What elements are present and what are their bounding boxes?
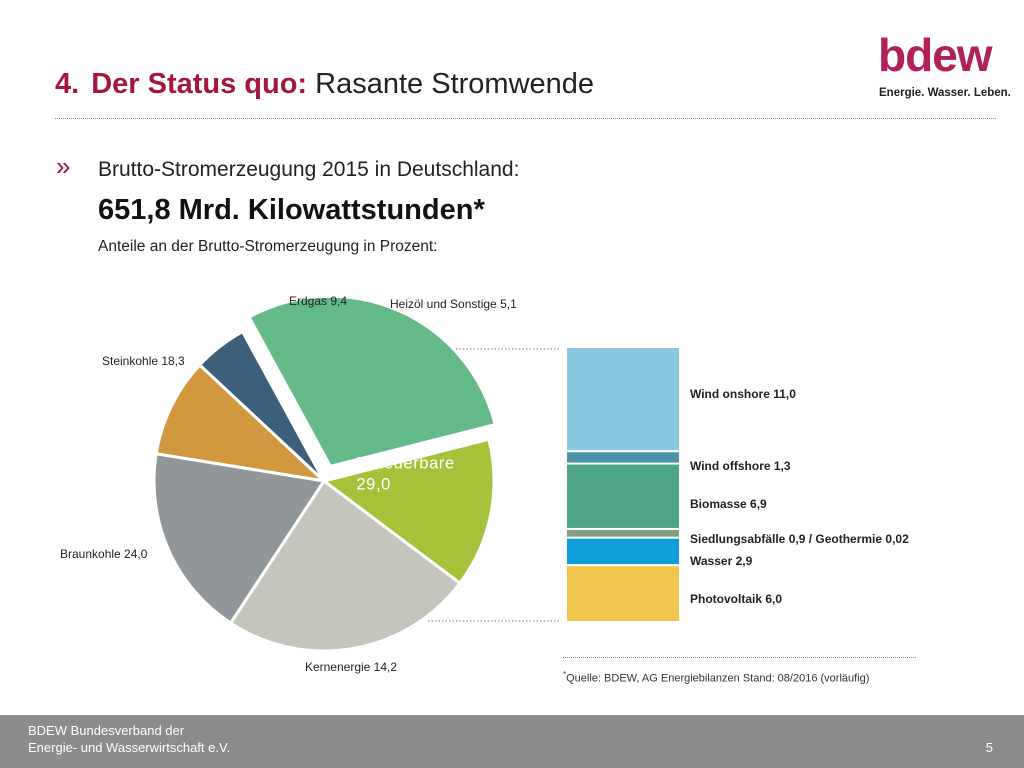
footer: BDEW Bundesverband der Energie- und Wass…	[0, 715, 1024, 768]
slice-label-heizoel-und-sonstige: Heizöl und Sonstige 5,1	[390, 297, 517, 311]
page-number: 5	[985, 740, 993, 755]
logo-wordmark: bdew	[878, 29, 993, 81]
footer-org-line2: Energie- und Wasserwirtschaft e.V.	[28, 740, 231, 755]
slice-label-erneuerbare: Erneuerbare	[356, 454, 454, 472]
pie-slice-braunkohle	[228, 478, 463, 653]
page-title: 4. Der Status quo: Rasante Stromwende	[55, 68, 594, 101]
bar-segment-siedlungsabfaelle-geothermie	[567, 529, 679, 537]
slice-value-erneuerbare: 29,0	[356, 475, 391, 493]
pie-slice-erneuerbare	[246, 294, 498, 469]
headline-total: 651,8 Mrd. Kilowattstunden*	[98, 194, 485, 226]
bar-label-siedlungsabfaelle-geothermie: Siedlungsabfälle 0,9 / Geothermie 0,02	[690, 532, 909, 546]
bdew-logo: bdew Energie. Wasser. Leben.	[878, 29, 1011, 102]
bar-label-wind-offshore: Wind offshore 1,3	[690, 459, 791, 473]
bar-label-wasser: Wasser 2,9	[690, 554, 753, 568]
section-number: 4.	[55, 68, 80, 100]
bar-label-wind-onshore: Wind onshore 11,0	[690, 387, 796, 401]
source-note: *Quelle: BDEW, AG Energiebilanzen Stand:…	[563, 670, 869, 685]
source-divider	[563, 657, 916, 658]
source-text: Quelle: BDEW, AG Energiebilanzen Stand: …	[566, 672, 870, 685]
bullet-text: Brutto-Stromerzeugung 2015 in Deutschlan…	[98, 158, 520, 181]
chart-subtitle: Anteile an der Brutto-Stromerzeugung in …	[98, 238, 438, 255]
pie-chart: Erdgas 9,4 Heizöl und Sonstige 5,1 Erneuer…	[60, 294, 909, 674]
title-divider	[55, 118, 996, 119]
footer-org-line1: BDEW Bundesverband der	[28, 723, 185, 738]
slice-label-steinkohle: Steinkohle 18,3	[102, 354, 185, 368]
bar-segment-wind-offshore	[567, 452, 679, 463]
pie-slices	[152, 294, 498, 653]
bar-label-photovoltaik: Photovoltaik 6,0	[690, 592, 782, 606]
pie-labels: Erdgas 9,4 Heizöl und Sonstige 5,1 Erneuer…	[60, 294, 517, 674]
pie-slice-erdgas	[154, 362, 329, 484]
bar-segment-photovoltaik	[567, 566, 679, 621]
breakdown-labels: Wind onshore 11,0 Wind offshore 1,3 Biomas…	[690, 387, 909, 606]
source-asterisk: *	[563, 670, 567, 679]
title-accent: Der Status quo:	[91, 68, 308, 100]
logo-tagline: Energie. Wasser. Leben.	[879, 87, 1011, 99]
pie-slice-heizoel-und-sonstige	[197, 329, 326, 483]
slice-label-braunkohle: Braunkohle 24,0	[60, 547, 148, 561]
breakdown-bar	[567, 348, 679, 621]
bar-segment-wind-onshore	[567, 348, 679, 451]
bullet-marker: »	[56, 151, 71, 181]
pie-slice-steinkohle	[152, 452, 327, 626]
pie-slice-kernenergie	[320, 437, 496, 586]
bar-segment-wasser	[567, 538, 679, 565]
slice-label-erdgas: Erdgas 9,4	[289, 294, 347, 308]
bar-label-biomasse: Biomasse 6,9	[690, 497, 767, 511]
bar-segment-biomasse	[567, 464, 679, 528]
slice-label-kernenergie: Kernenergie 14,2	[305, 660, 397, 674]
title-rest: Rasante Stromwende	[315, 68, 595, 100]
